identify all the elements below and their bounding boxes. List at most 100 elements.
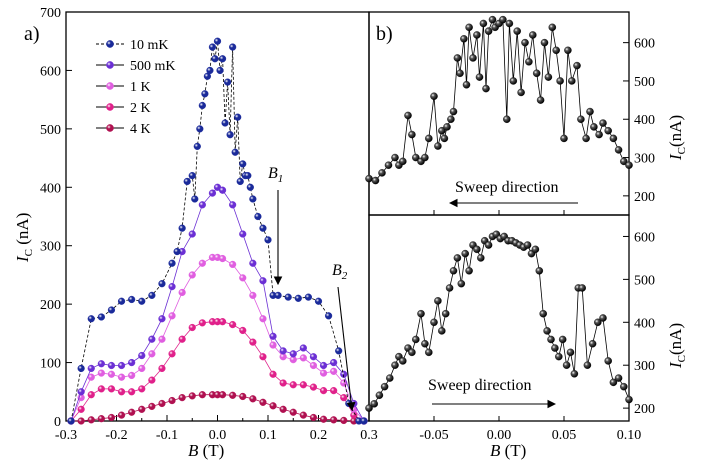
panel-b-data-point — [421, 339, 429, 348]
panel-a-y-tick-label: 100 — [40, 357, 61, 372]
data-point — [309, 361, 318, 370]
panel-b-data-point — [438, 327, 446, 335]
data-point — [269, 370, 277, 378]
data-point — [289, 408, 297, 416]
panel-b-data-point — [445, 284, 454, 292]
panel-b-data-point — [408, 348, 416, 357]
data-point — [259, 277, 267, 285]
legend-marker — [106, 124, 114, 132]
data-point — [294, 294, 302, 302]
panel-a-y-tick-label: 300 — [40, 240, 61, 255]
panel-b-y-tick-label: 500 — [634, 273, 655, 288]
panel-a-ylabel-sub: C — [23, 249, 35, 256]
panel-b-data-point — [412, 153, 420, 162]
panel-b-data-point — [609, 378, 618, 387]
data-point — [239, 160, 247, 168]
data-point — [229, 391, 237, 399]
data-point — [77, 417, 85, 425]
data-point — [198, 259, 206, 267]
data-point — [138, 385, 146, 393]
panel-a-x-tick-label: -0.2 — [105, 428, 127, 443]
data-point — [340, 370, 348, 378]
data-point — [178, 224, 186, 232]
panel-b-data-point — [399, 357, 407, 365]
data-point — [216, 66, 224, 75]
panel-b-data-point — [540, 38, 549, 47]
data-point — [269, 341, 277, 349]
data-point — [246, 183, 254, 191]
data-point — [168, 350, 176, 358]
panel-b-data-point — [582, 134, 590, 143]
data-point — [158, 335, 166, 343]
panel-b-data-point — [586, 107, 594, 116]
data-point — [360, 417, 368, 425]
data-point — [107, 385, 116, 393]
data-point — [168, 259, 176, 267]
panel-b-bottom-ylabel: IC(nA) — [666, 323, 688, 369]
panel-b-data-point — [614, 374, 623, 382]
data-point — [279, 347, 287, 355]
panel-b-data-point — [438, 126, 446, 135]
panel-b-y-tick-label: 400 — [634, 316, 655, 331]
data-point — [319, 387, 328, 395]
data-point — [188, 172, 196, 180]
panel-b-data-point — [583, 361, 592, 369]
panel-b-data-point — [449, 267, 458, 275]
panel-b-data-point — [484, 27, 493, 35]
data-point — [218, 55, 227, 63]
panel-b-data-point — [465, 23, 473, 32]
panel-a-y-tick-label: 700 — [40, 6, 61, 21]
data-point — [269, 332, 277, 340]
data-point — [128, 371, 136, 380]
panel-b-data-point — [404, 111, 412, 120]
panel-a-x-tick-label: 0.2 — [310, 428, 328, 443]
data-point — [196, 125, 204, 133]
data-point — [259, 353, 267, 361]
panel-b-x-tick-label: 0.10 — [617, 428, 642, 443]
data-point — [178, 394, 186, 402]
data-point — [299, 411, 307, 419]
panel-b-data-point — [453, 254, 462, 262]
data-point — [107, 413, 116, 422]
panel-b-data-point — [570, 370, 579, 378]
panel-a-x-tick-label: -0.1 — [156, 428, 178, 443]
data-point — [309, 353, 318, 361]
data-point — [309, 413, 318, 422]
data-point — [211, 55, 219, 63]
data-point — [259, 224, 267, 232]
panel-b-y-tick-label: 200 — [634, 402, 655, 417]
data-point — [138, 297, 146, 305]
panel-b-data-point — [578, 284, 586, 292]
series-2-k — [67, 318, 368, 425]
data-point — [274, 291, 282, 299]
panel-b-data-point — [456, 69, 464, 78]
data-point — [218, 318, 227, 326]
data-point — [236, 177, 244, 186]
panel-b-data-point — [531, 245, 540, 254]
panel-b-bottom-ylabel-base: I — [666, 361, 685, 369]
panel-b-top-ylabel-sub: C — [676, 147, 688, 154]
panel-a-x-tick-label: 0.3 — [360, 428, 378, 443]
legend-label: 2 K — [130, 101, 151, 116]
panel-b-data-point — [430, 92, 438, 101]
panel-b-y-tick-label: 400 — [634, 113, 655, 128]
panel-b-bottom: 200 300 400 500 600 — [365, 230, 655, 421]
data-point — [183, 177, 191, 186]
panel-b-series-line — [368, 18, 630, 181]
panel-b-data-point — [620, 157, 628, 166]
data-point — [249, 291, 257, 299]
panel-b-data-point — [473, 245, 481, 254]
panel-b-data-point — [365, 404, 373, 412]
panel-b-data-point — [568, 77, 576, 85]
data-point — [158, 399, 166, 408]
panel-a-y-tick-label: 400 — [40, 181, 61, 196]
data-point — [117, 361, 126, 370]
data-point — [148, 350, 156, 358]
data-point — [138, 405, 146, 413]
panel-b-top-ylabel-base: I — [666, 153, 685, 161]
panel-a-y-tick-label: 600 — [40, 64, 61, 79]
series-1-k — [67, 253, 368, 425]
legend-label: 10 mK — [130, 38, 169, 53]
annotation-b1: B1 — [268, 165, 283, 185]
panel-b-data-point — [440, 134, 449, 143]
